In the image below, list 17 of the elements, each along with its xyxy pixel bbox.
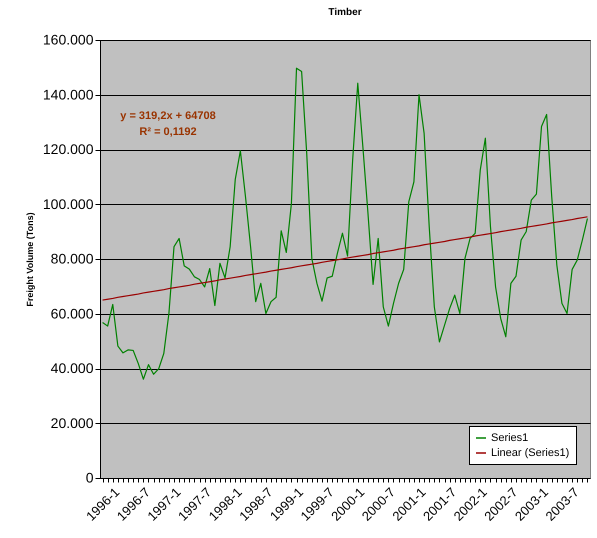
y-tick-label: 80.000 [50, 250, 94, 266]
y-tick-label: 0 [86, 470, 94, 486]
line-series [102, 68, 588, 380]
y-tick-label: 120.000 [42, 141, 94, 157]
y-axis-title: Freight Volume (Tons) [24, 212, 35, 307]
y-tick-label: 100.000 [42, 196, 94, 212]
line-series [102, 216, 588, 301]
y-tick-label: 40.000 [50, 360, 94, 376]
y-tick-label: 160.000 [42, 32, 94, 48]
legend-label: Linear (Series1) [491, 447, 570, 459]
y-tick-label: 60.000 [50, 305, 94, 322]
y-tick-label: 140.000 [42, 86, 94, 102]
annotation: R² = 0,1192 [139, 126, 197, 138]
y-tick-label: 20.000 [50, 414, 94, 431]
annotation: y = 319,2x + 64708 [120, 110, 216, 122]
legend-label: Series1 [491, 432, 528, 444]
chart-title: Timber [328, 7, 362, 18]
